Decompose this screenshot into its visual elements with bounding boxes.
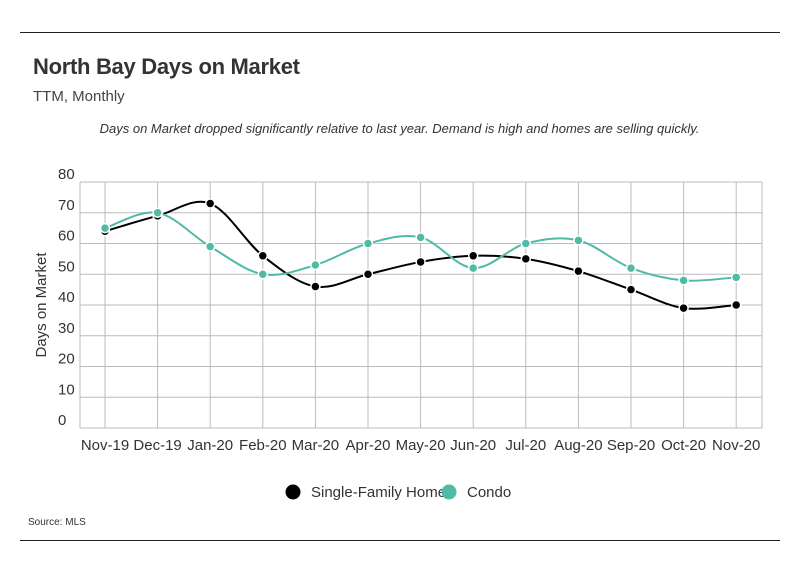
y-tick-label: 70 [58,197,75,214]
chart-annotation: Days on Market dropped significantly rel… [99,121,700,136]
y-axis-label: Days on Market [33,252,50,358]
single-family-point [573,265,584,277]
chart-title: North Bay Days on Market [33,54,300,79]
condo-point [152,207,163,218]
condo-point [625,262,637,274]
single-family-point [415,256,426,268]
legend: Single-Family Home Condo [285,484,511,501]
y-tick-label: 20 [58,351,75,368]
x-tick-label: Mar-20 [292,437,340,454]
condo-point [520,238,532,249]
condo-point [730,272,742,283]
y-tick-label: 40 [58,289,75,306]
condo-point [257,269,269,280]
condo-point [99,222,111,234]
x-tick-label: Jan-20 [187,437,233,454]
single-family-point [204,198,216,209]
source-note: Source: MLS [28,517,86,528]
top-rule [20,32,780,33]
x-tick-label: Apr-20 [345,437,390,454]
grid [79,181,763,429]
y-tick-label: 50 [58,258,75,275]
single-family-point [467,250,479,262]
series-points [99,198,742,314]
condo-point [415,232,426,243]
y-axis-ticks: 0 10 20 30 40 50 60 70 80 [58,166,75,429]
single-family-legend-marker [285,484,301,500]
single-family-point [520,253,532,265]
y-tick-label: 10 [58,381,75,398]
condo-legend-label: Condo [467,484,511,501]
y-tick-label: 80 [58,166,75,183]
x-tick-label: Jul-20 [505,437,546,454]
single-family-point [257,250,269,262]
x-tick-label: Feb-20 [239,437,287,454]
condo-legend-marker [441,484,457,500]
condo-point [310,259,321,271]
bottom-rule [20,540,780,541]
x-tick-label: Oct-20 [661,437,706,454]
x-axis-ticks: Nov-19 Dec-19 Jan-20 Feb-20 Mar-20 Apr-20 May-… [81,437,761,454]
condo-point [204,241,216,252]
x-tick-label: Dec-19 [133,437,181,454]
single-family-point [362,269,374,280]
single-family-legend-label: Single-Family Home [311,484,446,501]
y-tick-label: 0 [58,412,66,429]
x-tick-label: Sep-20 [607,437,655,454]
condo-point [362,238,374,249]
condo-point [678,275,689,286]
x-tick-label: May-20 [396,437,446,454]
x-tick-label: Nov-19 [81,437,129,454]
single-family-point [625,284,637,295]
single-family-point [678,302,689,314]
y-tick-label: 60 [58,228,75,245]
chart-subtitle: TTM, Monthly [33,88,125,105]
y-tick-label: 30 [58,320,75,337]
x-tick-label: Aug-20 [554,437,602,454]
single-family-point [730,299,742,311]
x-tick-label: Nov-20 [712,437,760,454]
x-tick-label: Jun-20 [450,437,496,454]
condo-point [467,262,479,274]
condo-point [573,235,584,246]
single-family-point [310,281,321,292]
